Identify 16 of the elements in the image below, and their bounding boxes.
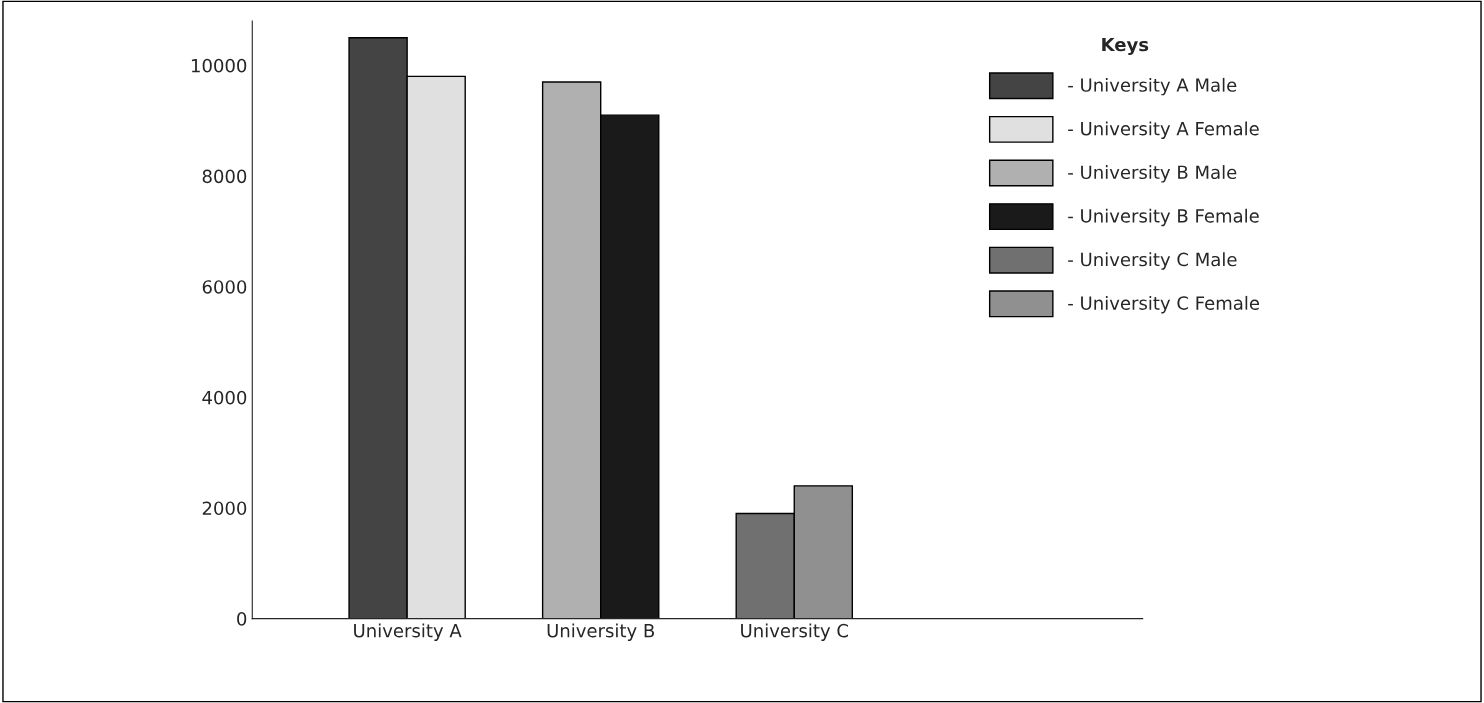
- legend-label: - University A Male: [1068, 77, 1237, 96]
- y-tick-label: 2000: [202, 501, 247, 516]
- legend-label: - University A Female: [1068, 121, 1259, 139]
- legend-label: - University C Female: [1068, 295, 1260, 314]
- y-tick-label: 4000: [202, 390, 247, 405]
- x-tick-label: University B: [547, 623, 655, 641]
- y-tick-label: 8000: [202, 169, 247, 184]
- x-tick-label: University A: [354, 623, 462, 641]
- y-tick-label: 10000: [191, 58, 247, 73]
- legend-title: Keys: [1102, 37, 1149, 55]
- legend-label: - University B Female: [1068, 208, 1259, 227]
- y-tick-label: 0: [237, 612, 247, 626]
- x-tick-label: University C: [741, 623, 848, 641]
- y-tick-label: 6000: [202, 280, 247, 294]
- legend-label: - University C Male: [1068, 252, 1237, 270]
- legend-label: - University B Male: [1068, 165, 1237, 183]
